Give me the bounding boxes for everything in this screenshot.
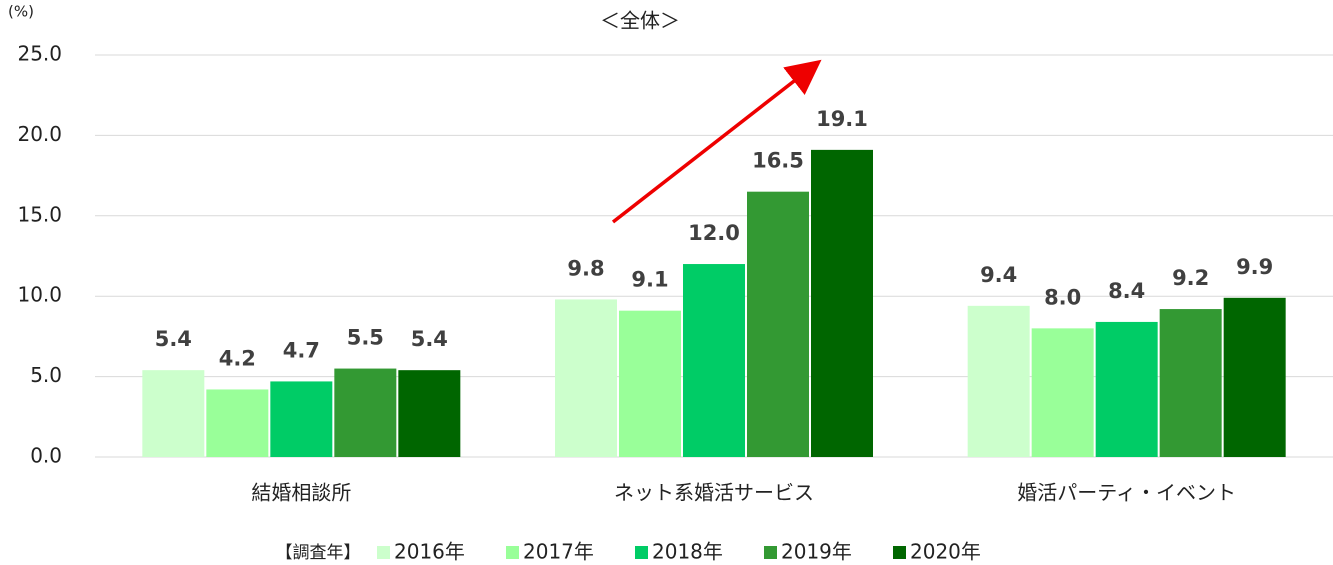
y-tick-label: 25.0 — [17, 42, 62, 66]
chart-title: ＜全体＞ — [600, 9, 680, 33]
bar — [142, 370, 205, 457]
legend-swatch — [764, 546, 777, 559]
value-label: 12.0 — [688, 221, 740, 245]
bar — [1159, 309, 1222, 457]
legend-label: 2019年 — [781, 540, 852, 564]
value-label: 9.8 — [567, 256, 604, 280]
legend-label: 2020年 — [910, 540, 981, 564]
bar — [967, 305, 1030, 457]
y-tick-label: 15.0 — [17, 202, 62, 226]
value-label: 5.5 — [347, 326, 384, 350]
y-tick-label: 20.0 — [17, 122, 62, 146]
y-tick-label: 0.0 — [30, 444, 62, 468]
x-tick-label: 婚活パーティ・イベント — [1017, 481, 1236, 505]
value-label: 9.9 — [1236, 255, 1273, 279]
value-label: 4.2 — [219, 346, 256, 370]
legend-label: 2017年 — [523, 540, 594, 564]
legend-swatch — [506, 546, 519, 559]
value-label: 16.5 — [752, 149, 804, 173]
value-label: 8.4 — [1108, 279, 1145, 303]
x-tick-label: 結婚相談所 — [251, 481, 351, 505]
x-tick-label: ネット系婚活サービス — [614, 481, 814, 505]
y-tick-label: 10.0 — [17, 283, 62, 307]
value-label: 9.4 — [980, 263, 1017, 287]
y-tick-label: 5.0 — [30, 363, 62, 387]
legend-swatch — [893, 546, 906, 559]
bar — [270, 381, 333, 457]
bar — [1223, 297, 1286, 457]
value-label: 8.0 — [1044, 285, 1081, 309]
bar — [555, 299, 617, 457]
bar — [334, 368, 397, 457]
bar — [747, 191, 809, 457]
value-label: 19.1 — [816, 107, 868, 131]
value-label: 9.1 — [631, 268, 668, 292]
bar — [206, 389, 269, 457]
value-label: 4.7 — [283, 338, 320, 362]
legend-swatch — [635, 546, 648, 559]
bar — [619, 310, 681, 457]
value-label: 5.4 — [155, 327, 192, 351]
bar — [1031, 328, 1094, 457]
y-unit: (%) — [8, 3, 34, 21]
legend-swatch — [377, 546, 390, 559]
bar — [398, 370, 461, 457]
legend-label: 2016年 — [394, 540, 465, 564]
legend-title: 【調査年】 — [276, 543, 361, 563]
value-label: 5.4 — [411, 327, 448, 351]
bar — [683, 264, 745, 457]
legend-label: 2018年 — [652, 540, 723, 564]
bar — [811, 149, 873, 457]
trend-arrow — [611, 59, 822, 224]
bar — [1095, 321, 1158, 457]
value-label: 9.2 — [1172, 266, 1209, 290]
